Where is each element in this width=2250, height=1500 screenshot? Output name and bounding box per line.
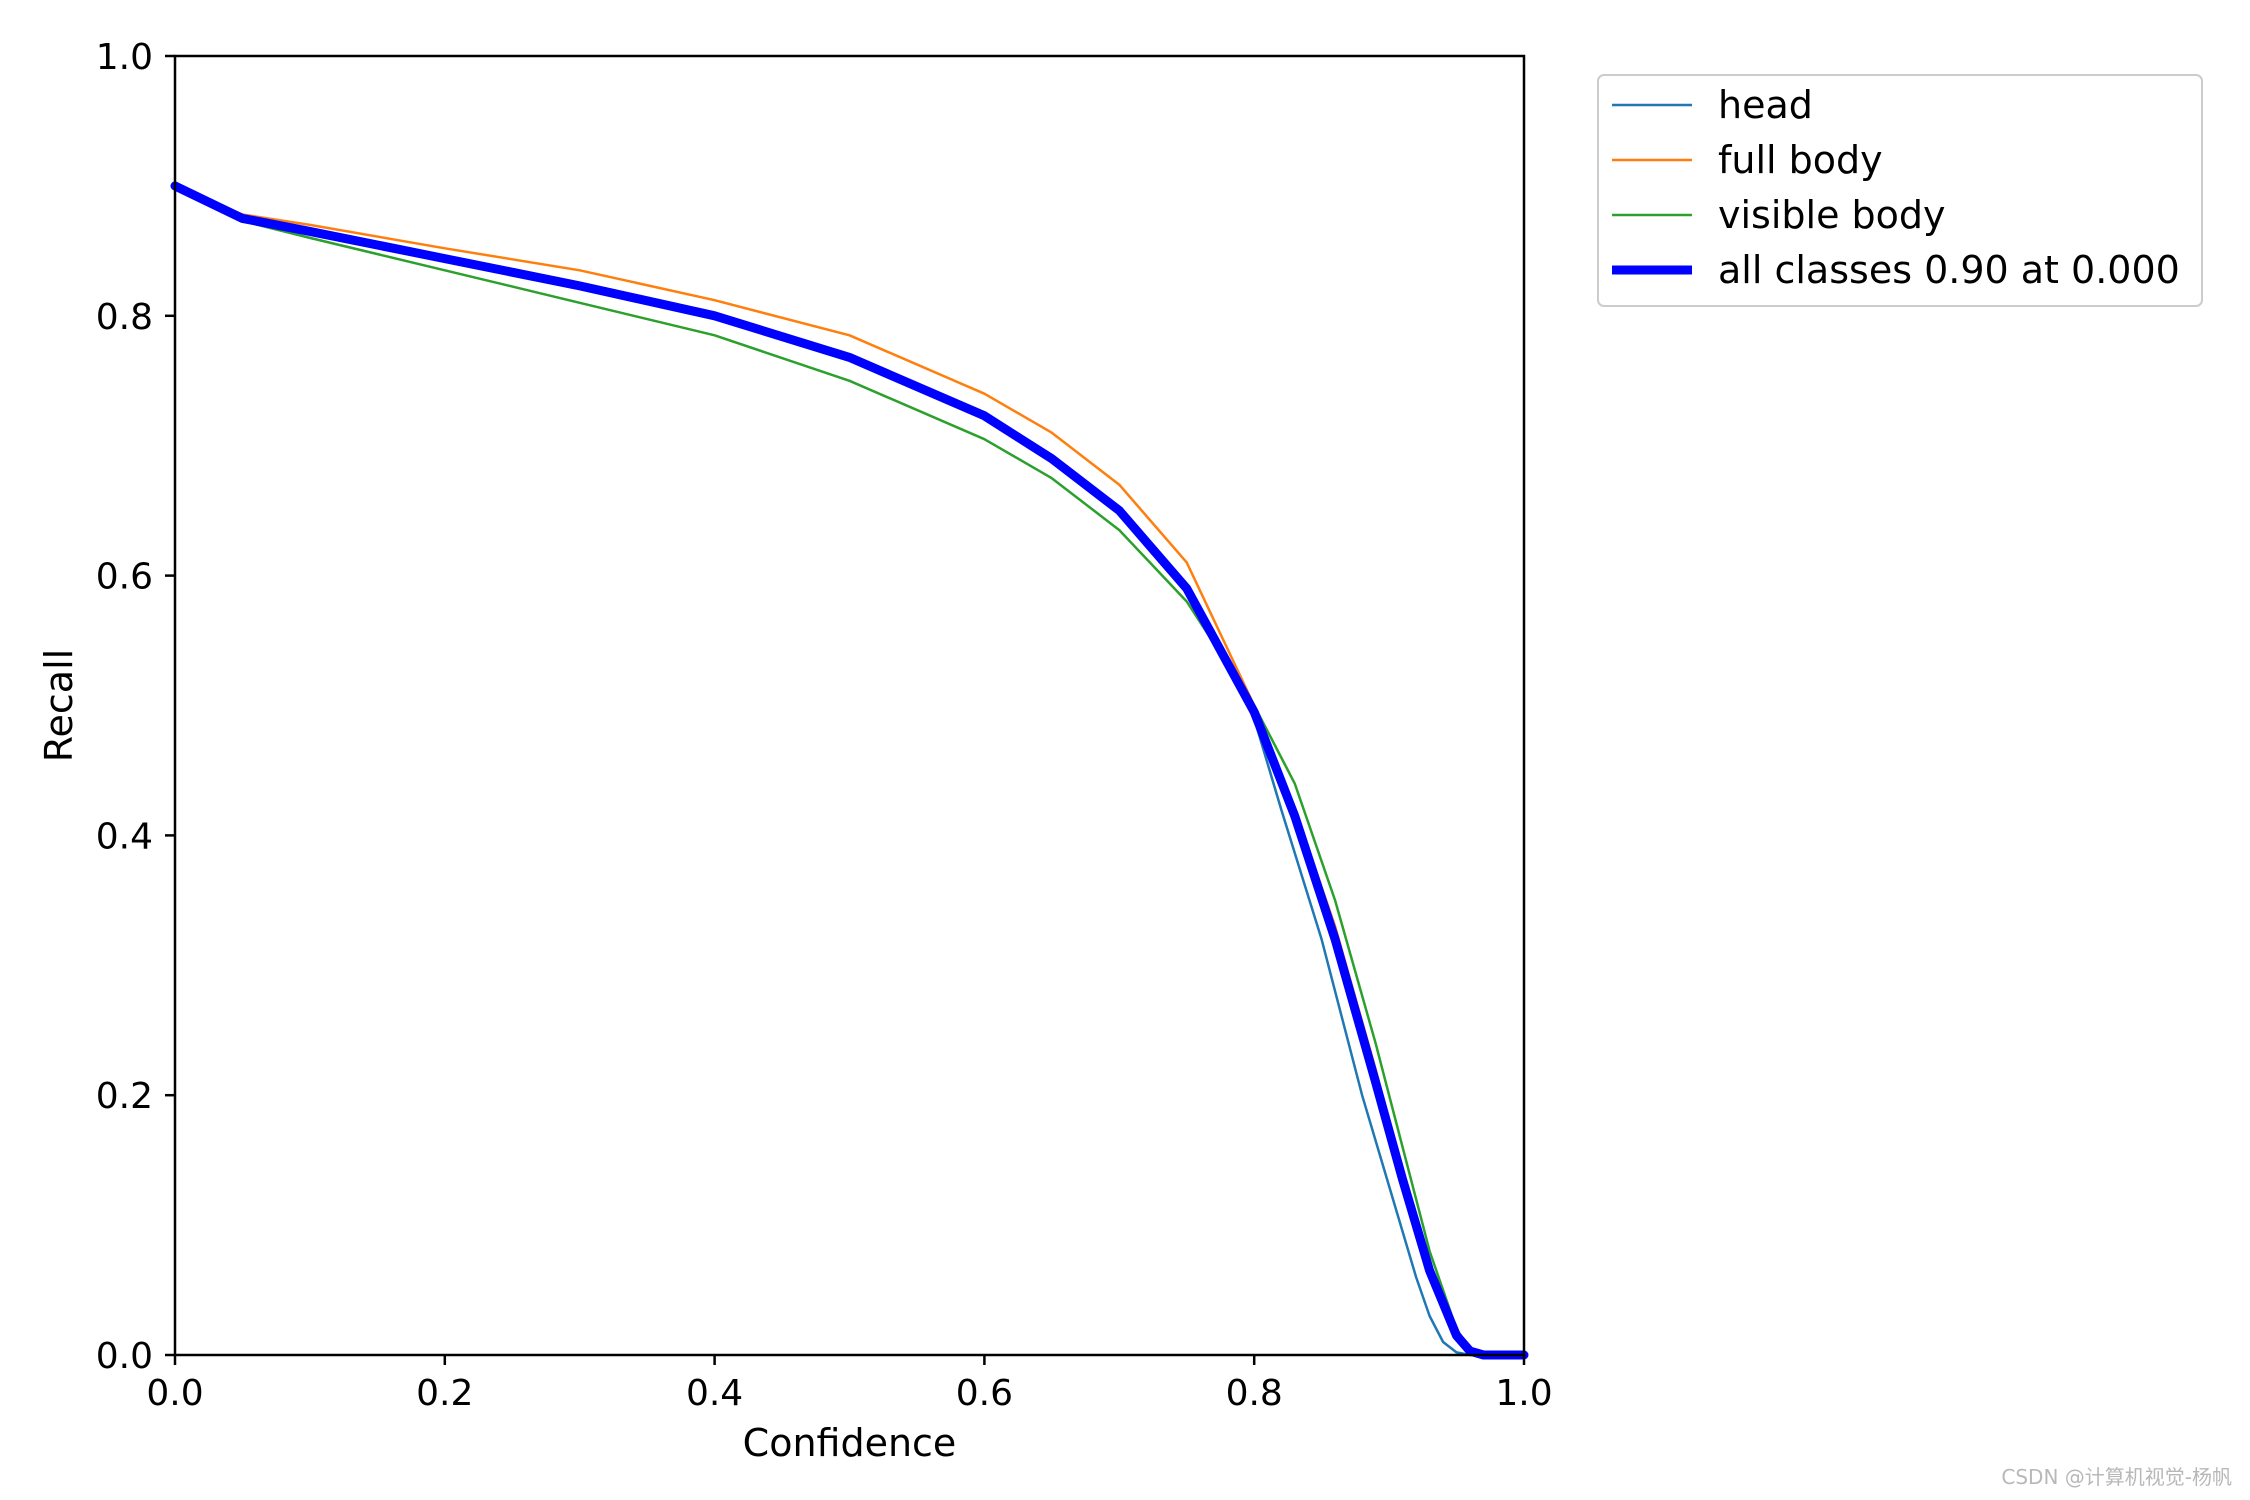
y-axis-ticks: 0.0 0.2 0.4 0.6 0.8 1.0 [96, 37, 175, 1377]
y-tick-label: 0.8 [96, 297, 153, 338]
legend-label: visible body [1718, 193, 1946, 237]
y-tick-label: 1.0 [96, 37, 153, 78]
y-axis-label: Recall [37, 649, 81, 762]
legend-label: all classes 0.90 at 0.000 [1718, 248, 2180, 292]
x-tick-label: 0.0 [146, 1373, 203, 1414]
x-tick-label: 1.0 [1495, 1373, 1552, 1414]
series-layer [170, 181, 1529, 1360]
series-line-all [170, 181, 1529, 1360]
x-tick-label: 0.4 [686, 1373, 743, 1414]
x-axis-label: Confidence [743, 1421, 957, 1465]
y-tick-label: 0.4 [96, 816, 153, 857]
x-tick-label: 0.6 [956, 1373, 1013, 1414]
y-tick-label: 0.6 [96, 557, 153, 598]
legend-label: head [1718, 83, 1813, 127]
x-axis-ticks: 0.0 0.2 0.4 0.6 0.8 1.0 [146, 1355, 1553, 1414]
legend: head full body visible body all classes 0.9… [1597, 74, 2203, 307]
watermark-text: CSDN @计算机视觉-杨帆 [2001, 1465, 2232, 1489]
x-tick-label: 0.8 [1226, 1373, 1283, 1414]
y-tick-label: 0.0 [96, 1336, 153, 1377]
legend-label: full body [1718, 138, 1883, 182]
x-tick-label: 0.2 [416, 1373, 473, 1414]
legend-box [1597, 74, 2203, 307]
plot-frame [173, 54, 1526, 1357]
y-tick-label: 0.2 [96, 1076, 153, 1117]
